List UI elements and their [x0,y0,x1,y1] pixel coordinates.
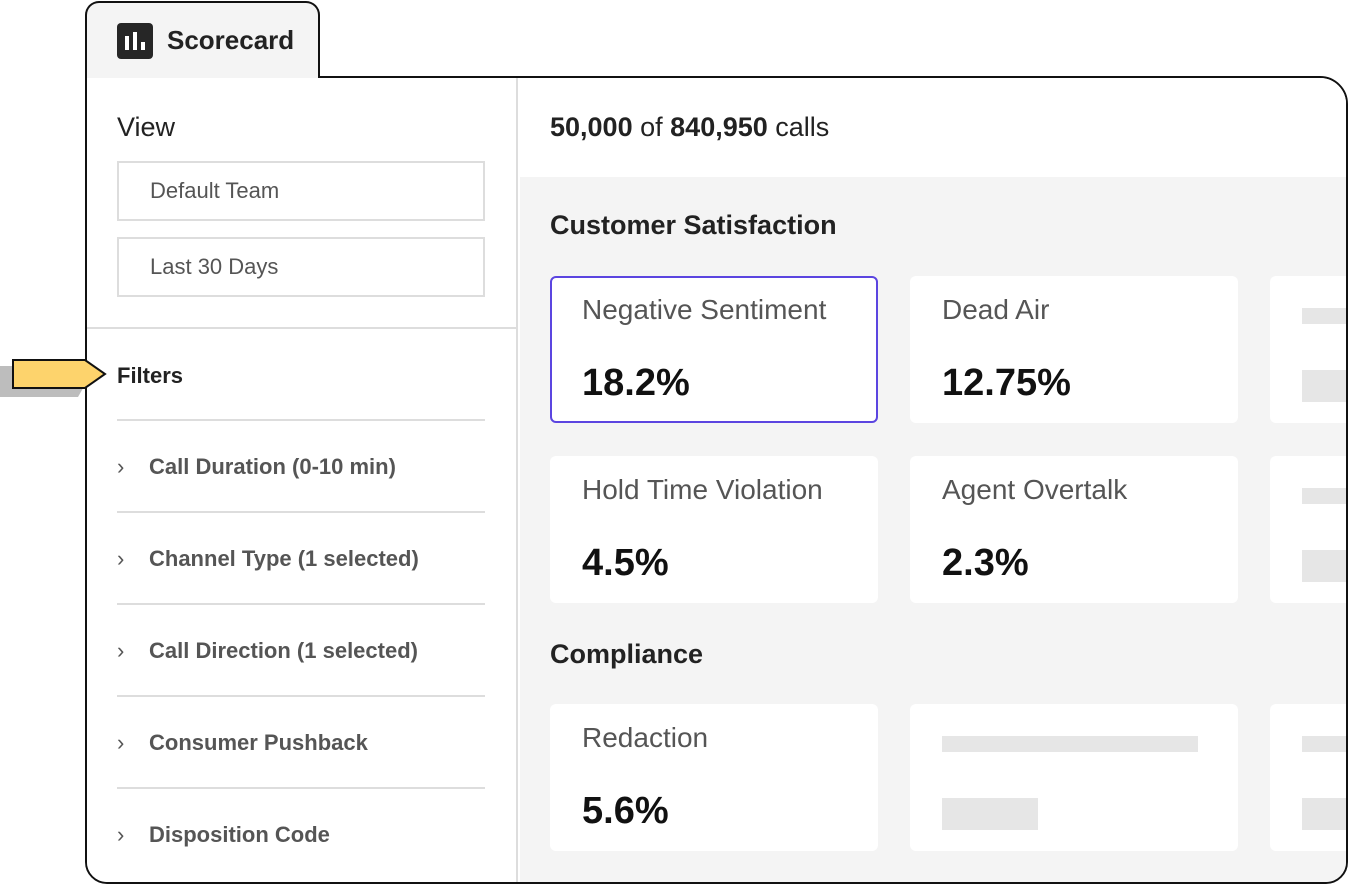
tab-label: Scorecard [167,25,295,55]
filter-disposition-code[interactable]: › Disposition Code [117,787,485,879]
filter-label: Call Direction (1 selected) [149,638,418,663]
chevron-right-icon: › [117,638,125,663]
card-title: Dead Air [942,294,1050,325]
scorecard-window: View Default Team Last 30 Days Filters ›… [85,76,1348,884]
filter-call-direction[interactable]: › Call Direction (1 selected) [117,603,485,695]
chevron-right-icon: › [117,454,125,479]
card-value: 4.5% [582,542,669,584]
chevron-right-icon: › [117,822,125,847]
filter-label: Channel Type (1 selected) [149,546,419,571]
view-heading: View [117,112,176,142]
team-select[interactable]: Default Team [117,161,485,221]
main-panel: 50,000 of 840,950 calls Customer Satisfa… [520,78,1346,882]
filter-label: Disposition Code [149,822,330,847]
date-range-select[interactable]: Last 30 Days [117,237,485,297]
placeholder-card [1270,704,1346,851]
total-count: 840,950 [670,112,768,142]
chevron-right-icon: › [117,546,125,571]
filters-heading: Filters [117,363,184,388]
bar-chart-icon [117,22,153,59]
card-value: 18.2% [582,362,690,404]
tab-scorecard[interactable]: Scorecard [85,1,320,78]
metric-card-negative-sentiment[interactable]: Negative Sentiment 18.2% [550,276,878,423]
section-title: Customer Satisfaction [550,210,837,240]
placeholder-card [1270,276,1346,423]
card-title: Negative Sentiment [582,294,827,325]
chevron-right-icon: › [117,730,125,755]
metric-card-dead-air[interactable]: Dead Air 12.75% [910,276,1238,423]
filter-call-duration[interactable]: › Call Duration (0-10 min) [117,419,485,511]
card-value: 12.75% [942,362,1071,404]
card-title: Agent Overtalk [942,474,1128,505]
card-value: 5.6% [582,790,669,832]
of-text: of [640,112,663,142]
placeholder-card [910,704,1238,851]
pointer-arrow-icon [0,359,107,397]
divider [87,327,518,329]
call-count: 50,000 of 840,950 calls [520,78,1346,177]
card-title: Hold Time Violation [582,474,823,505]
filter-consumer-pushback[interactable]: › Consumer Pushback [117,695,485,787]
shown-count: 50,000 [550,112,633,142]
card-value: 2.3% [942,542,1029,584]
filter-label: Call Duration (0-10 min) [149,454,396,479]
metric-card-hold-time-violation[interactable]: Hold Time Violation 4.5% [550,456,878,603]
card-title: Redaction [582,722,709,753]
unit-text: calls [775,112,830,142]
sidebar: View Default Team Last 30 Days Filters ›… [87,78,518,882]
filter-channel-type[interactable]: › Channel Type (1 selected) [117,511,485,603]
metric-card-redaction[interactable]: Redaction 5.6% [550,704,878,851]
section-title: Compliance [550,639,704,669]
placeholder-card [1270,456,1346,603]
metric-card-agent-overtalk[interactable]: Agent Overtalk 2.3% [910,456,1238,603]
filter-label: Consumer Pushback [149,730,368,755]
